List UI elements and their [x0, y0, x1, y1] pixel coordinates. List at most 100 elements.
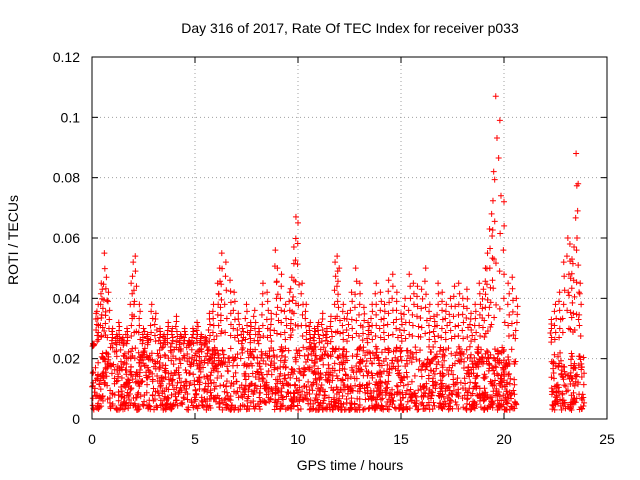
data-point	[318, 338, 325, 345]
data-point	[360, 344, 367, 351]
data-point	[191, 377, 198, 384]
x-tick-label: 0	[88, 431, 96, 447]
data-point	[272, 389, 279, 396]
data-point	[217, 361, 224, 368]
data-point	[400, 406, 407, 413]
data-point	[380, 358, 387, 365]
data-point	[227, 277, 234, 284]
y-tick-label: 0.06	[53, 230, 80, 246]
data-point	[459, 395, 466, 402]
data-point	[317, 369, 324, 376]
data-point	[152, 315, 159, 322]
data-point	[481, 334, 488, 341]
data-point	[340, 352, 347, 359]
data-point	[234, 332, 241, 339]
data-point	[368, 360, 375, 367]
data-point	[359, 323, 366, 330]
data-point	[557, 349, 564, 356]
data-point	[442, 315, 449, 322]
data-point	[174, 379, 181, 386]
data-point	[173, 318, 180, 325]
data-point	[296, 377, 303, 384]
data-point	[274, 291, 281, 298]
data-point	[559, 373, 566, 380]
data-point	[385, 288, 392, 295]
data-point	[203, 373, 210, 380]
data-point	[564, 235, 571, 241]
data-point	[487, 245, 494, 252]
data-point	[446, 400, 453, 407]
data-point	[476, 280, 483, 287]
data-point	[217, 382, 224, 389]
data-point	[551, 351, 558, 358]
data-point	[257, 398, 264, 405]
data-point	[408, 378, 415, 385]
data-point	[136, 315, 143, 322]
data-point	[444, 322, 451, 329]
data-point	[430, 328, 437, 335]
data-point	[484, 296, 491, 303]
data-point	[514, 311, 521, 318]
data-point	[377, 383, 384, 390]
data-point	[570, 365, 577, 372]
data-point	[410, 290, 417, 297]
data-point	[216, 404, 223, 411]
data-point	[417, 383, 424, 390]
data-point	[218, 328, 225, 335]
data-point	[181, 395, 188, 402]
data-point	[418, 367, 425, 374]
data-point	[481, 371, 488, 378]
data-point	[326, 400, 333, 407]
data-point	[484, 328, 491, 335]
data-point	[364, 390, 371, 397]
data-point	[439, 289, 446, 296]
data-point	[280, 382, 287, 389]
data-point	[511, 398, 518, 405]
data-point	[330, 387, 337, 394]
data-point	[121, 400, 128, 407]
data-point	[103, 274, 110, 281]
data-point	[257, 334, 264, 341]
data-point	[305, 351, 312, 358]
data-point	[268, 345, 275, 352]
data-point	[290, 260, 297, 267]
data-point	[342, 371, 349, 378]
y-tick-label: 0.12	[53, 49, 80, 65]
data-point	[273, 311, 280, 318]
data-point	[315, 327, 322, 334]
data-point	[446, 405, 453, 412]
data-point	[278, 403, 285, 410]
data-point	[431, 371, 438, 378]
data-point	[339, 308, 346, 315]
data-point	[157, 380, 164, 387]
data-point	[229, 402, 236, 409]
data-point	[496, 400, 503, 407]
data-point	[296, 347, 303, 354]
y-tick-label: 0.1	[61, 109, 81, 125]
data-point	[259, 290, 266, 297]
data-point	[455, 280, 462, 287]
data-point	[559, 329, 566, 336]
data-point	[489, 394, 496, 401]
data-point	[156, 334, 163, 341]
data-point	[174, 402, 181, 409]
data-point	[430, 343, 437, 350]
data-point	[497, 375, 504, 382]
data-point	[159, 362, 166, 369]
data-point	[170, 361, 177, 368]
data-point	[355, 365, 362, 372]
data-point	[414, 406, 421, 413]
data-point	[214, 375, 221, 382]
data-point	[476, 397, 483, 404]
data-point	[435, 280, 442, 287]
data-point	[471, 336, 478, 343]
data-point	[193, 390, 200, 397]
data-point	[342, 359, 349, 366]
data-point	[356, 280, 363, 287]
data-point	[184, 351, 191, 358]
data-point	[128, 333, 135, 340]
data-point	[555, 363, 562, 370]
data-point	[325, 375, 332, 382]
data-point	[549, 388, 556, 395]
data-point	[393, 325, 400, 332]
